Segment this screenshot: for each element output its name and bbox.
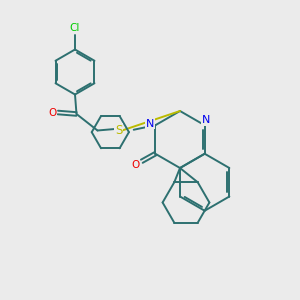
Text: Cl: Cl bbox=[70, 23, 80, 33]
Text: O: O bbox=[132, 160, 140, 170]
Text: S: S bbox=[115, 124, 122, 137]
Text: N: N bbox=[146, 119, 154, 129]
Text: O: O bbox=[48, 107, 57, 118]
Text: N: N bbox=[201, 115, 210, 125]
